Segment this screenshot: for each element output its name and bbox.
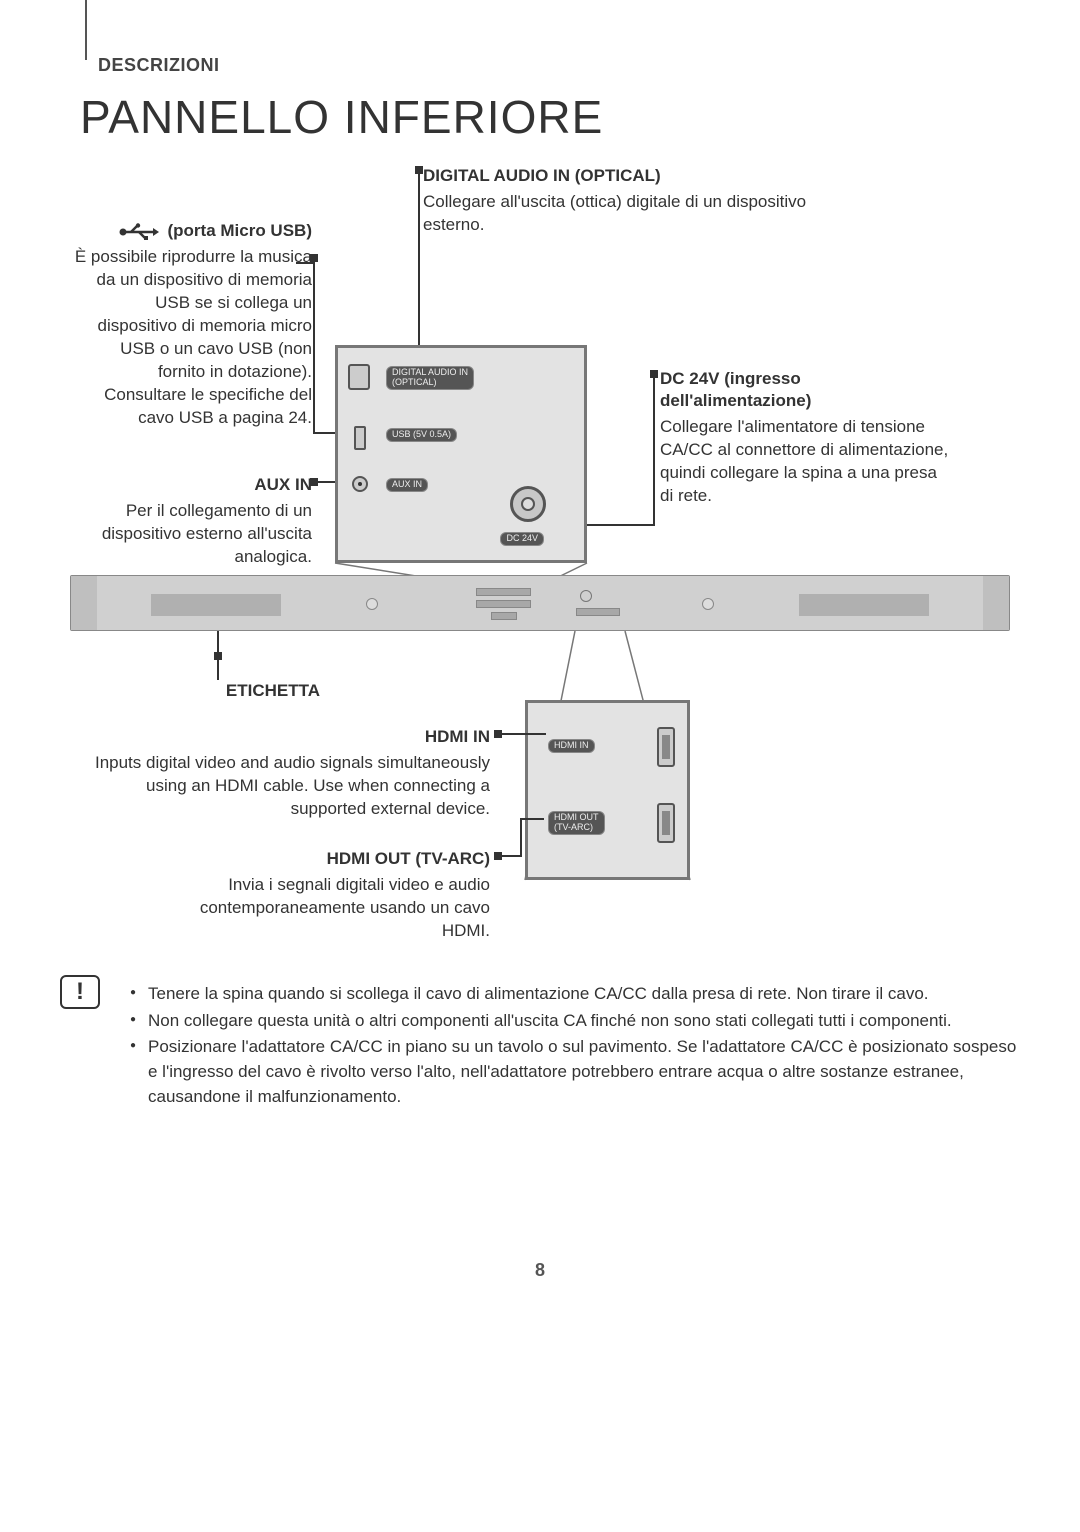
section-label: DESCRIZIONI	[98, 55, 220, 76]
label-text: (OPTICAL)	[392, 377, 437, 387]
callout-heading: ETICHETTA	[140, 680, 320, 702]
port-label-usb: USB (5V 0.5A)	[386, 428, 457, 442]
soundbar-body	[70, 575, 1010, 631]
callout-optical: DIGITAL AUDIO IN (OPTICAL) Collegare all…	[423, 165, 823, 237]
callout-dc24v: DC 24V (ingresso dell'alimentazione) Col…	[660, 368, 950, 508]
label-text: (TV-ARC)	[554, 822, 593, 832]
leader-line	[502, 733, 546, 735]
hdmi-in-port-icon	[657, 727, 675, 767]
aux-port-icon	[352, 476, 368, 492]
leader-line	[520, 818, 544, 820]
callout-heading-text: (porta Micro USB)	[163, 221, 312, 240]
leader-line	[296, 262, 314, 264]
callout-body: Collegare all'uscita (ottica) digitale d…	[423, 191, 823, 237]
usb-icon	[119, 223, 159, 241]
label-text: HDMI OUT	[554, 812, 599, 822]
notes-list: Tenere la spina quando si scollega il ca…	[130, 982, 1030, 1111]
callout-etichetta: ETICHETTA	[140, 680, 320, 702]
marker	[494, 852, 502, 860]
screw-icon	[702, 598, 714, 610]
callout-heading: HDMI IN	[70, 726, 490, 748]
callout-heading: DC 24V (ingresso dell'alimentazione)	[660, 368, 950, 412]
label-text: DIGITAL AUDIO IN	[392, 367, 468, 377]
screw-icon	[366, 598, 378, 610]
leader-line	[217, 660, 219, 680]
page-title: PANNELLO INFERIORE	[80, 90, 603, 144]
callout-body: È possibile riprodurre la musica da un d…	[72, 246, 312, 430]
leader-line	[418, 174, 420, 370]
callout-body: Inputs digital video and audio signals s…	[70, 752, 490, 821]
marker	[310, 478, 318, 486]
leader-line	[520, 818, 522, 856]
marker	[650, 370, 658, 378]
callout-hdmi-out: HDMI OUT (TV-ARC) Invia i segnali digita…	[150, 848, 490, 943]
port-label-aux: AUX IN	[386, 478, 428, 492]
header-rule	[85, 0, 87, 60]
page-number: 8	[0, 1260, 1080, 1281]
leader-line	[502, 855, 522, 857]
callout-body: Collegare l'alimentatore di tensione CA/…	[660, 416, 950, 508]
note-icon: !	[60, 975, 100, 1009]
port-label-optical: DIGITAL AUDIO IN (OPTICAL)	[386, 366, 474, 390]
soundbar-label-right	[799, 594, 929, 616]
callout-heading: HDMI OUT (TV-ARC)	[150, 848, 490, 870]
callout-body: Per il collegamento di un dispositivo es…	[72, 500, 312, 569]
dc-port-icon	[510, 486, 546, 522]
callout-hdmi-in: HDMI IN Inputs digital video and audio s…	[70, 726, 490, 821]
leader-line	[653, 378, 655, 526]
callout-heading: (porta Micro USB)	[72, 220, 312, 242]
callout-usb: (porta Micro USB) È possibile riprodurre…	[72, 220, 312, 430]
note-item: Tenere la spina quando si scollega il ca…	[130, 982, 1030, 1007]
leader-line	[313, 262, 315, 432]
callout-body: Invia i segnali digitali video e audio c…	[150, 874, 490, 943]
marker	[415, 166, 423, 174]
note-item: Posizionare l'adattatore CA/CC in piano …	[130, 1035, 1030, 1109]
marker	[494, 730, 502, 738]
soundbar-port-group-right	[576, 586, 626, 622]
callout-auxin: AUX IN Per il collegamento di un disposi…	[72, 474, 312, 569]
hdmi-out-port-icon	[657, 803, 675, 843]
leader-line	[217, 631, 219, 657]
marker	[310, 254, 318, 262]
top-ports-zoom: DIGITAL AUDIO IN (OPTICAL) USB (5V 0.5A)…	[335, 345, 587, 563]
hdmi-ports-zoom: HDMI IN HDMI OUT (TV-ARC)	[525, 700, 690, 880]
optical-port-icon	[348, 364, 370, 390]
port-label-hdmi-in: HDMI IN	[548, 739, 595, 753]
note-item: Non collegare questa unità o altri compo…	[130, 1009, 1030, 1034]
usb-port-icon	[354, 426, 366, 450]
port-label-hdmi-out: HDMI OUT (TV-ARC)	[548, 811, 605, 835]
soundbar-port-group-left	[471, 586, 541, 622]
soundbar-label-left	[151, 594, 281, 616]
callout-heading: AUX IN	[72, 474, 312, 496]
callout-heading: DIGITAL AUDIO IN (OPTICAL)	[423, 165, 823, 187]
port-label-dc: DC 24V	[500, 532, 544, 546]
